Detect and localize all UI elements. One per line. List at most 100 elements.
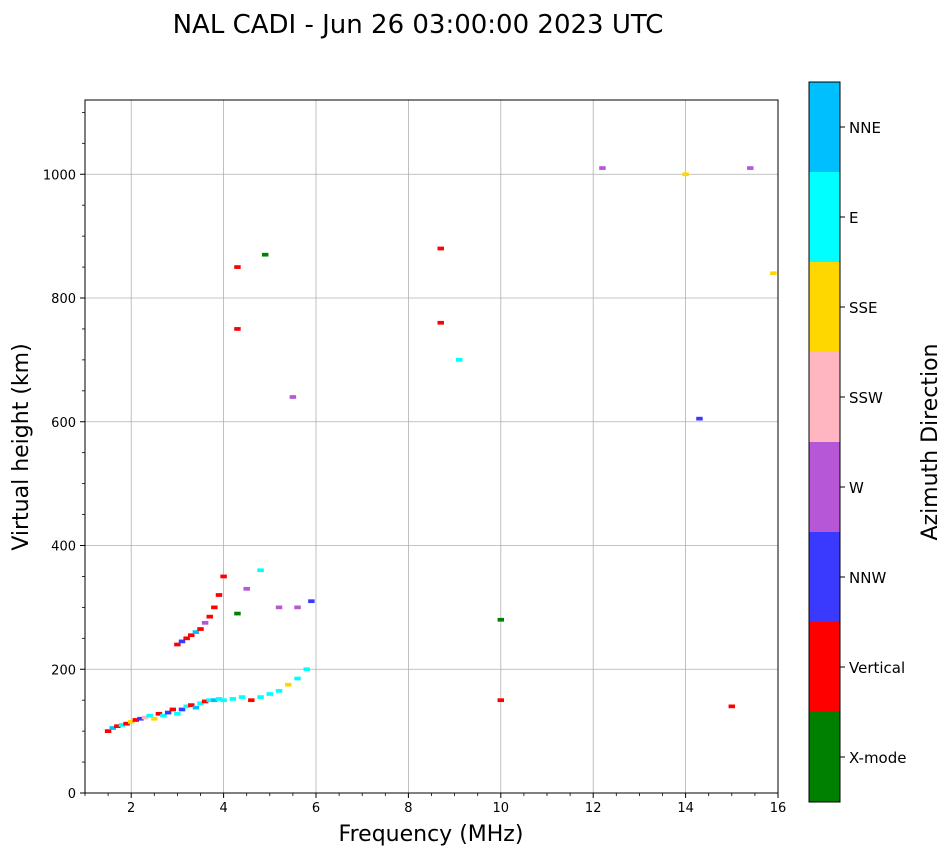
echo-point (770, 271, 777, 276)
echo-point (169, 707, 177, 712)
y-tick-label: 400 (51, 540, 76, 555)
y-tick-label: 200 (51, 663, 76, 678)
echo-point (137, 716, 144, 721)
echo-layer (104, 166, 777, 733)
echo-point (497, 617, 505, 622)
echo-point (188, 633, 195, 638)
echo-point (437, 320, 444, 325)
x-tick-label: 14 (677, 801, 694, 816)
colorbar-label: NNE (849, 119, 881, 137)
colorbar-label: SSW (849, 389, 883, 407)
echo-point (257, 695, 264, 699)
echo-point (257, 568, 264, 573)
echo-point (174, 711, 181, 716)
echo-point (188, 703, 195, 707)
plot-area: 2 4 6 8 10 12 14 16 0 200 400 600 800 1000 (43, 99, 787, 816)
echo-point (160, 713, 167, 718)
x-tick-label: 12 (585, 801, 602, 816)
echo-point (174, 642, 181, 647)
echo-point (215, 593, 223, 597)
echo-point (682, 172, 689, 177)
colorbar-segment-sse (809, 262, 840, 352)
echo-point (275, 689, 283, 693)
echo-point (183, 636, 190, 641)
colorbar-label: Vertical (849, 659, 905, 677)
echo-point (123, 721, 130, 726)
echo-point (201, 699, 209, 704)
echo-point (178, 639, 186, 644)
colorbar-segment-vertical (809, 622, 840, 712)
echo-point (127, 719, 135, 724)
echo-point (285, 682, 292, 687)
echo-point (109, 726, 116, 730)
echo-point (696, 416, 703, 421)
echo-point (192, 630, 200, 634)
echo-point (294, 676, 301, 681)
colorbar-segment-nne (809, 82, 840, 172)
echo-point (183, 704, 190, 709)
echo-point (728, 704, 736, 709)
echo-point (141, 715, 149, 720)
echo-point (289, 395, 297, 399)
colorbar-segment-e (809, 172, 840, 262)
plot-background (85, 100, 778, 793)
echo-point (294, 605, 301, 610)
colorbar-segment-ssw (809, 352, 840, 442)
echo-point (437, 246, 444, 251)
echo-point (599, 166, 606, 170)
colorbar-frame (808, 81, 841, 803)
colorbar-label: X-mode (849, 749, 906, 767)
colorbar-label: NNW (849, 569, 886, 587)
echo-point (164, 710, 172, 715)
echo-point (211, 605, 218, 610)
colorbar-label: SSE (849, 299, 878, 317)
colorbar-segment-w (809, 442, 840, 532)
colorbar: X-mode Vertical NNW W SSW SSE E NNE (808, 81, 906, 803)
echo-point (243, 586, 250, 591)
echo-point (455, 358, 463, 362)
gridlines (85, 100, 779, 794)
y-tick-label: 0 (68, 787, 76, 802)
x-tick-label: 6 (312, 801, 320, 816)
echo-point (146, 713, 153, 718)
y-axis-label: Virtual height (km) (9, 343, 34, 550)
echo-point (211, 698, 218, 703)
echo-point (275, 605, 283, 610)
echo-point (234, 265, 241, 269)
echo-point (497, 698, 505, 703)
echo-point (234, 611, 241, 616)
echo-point (206, 614, 213, 619)
echo-point (229, 697, 237, 701)
x-axis-ticks: 2 4 6 8 10 12 14 16 (84, 793, 787, 816)
echo-point (266, 692, 274, 696)
echo-point (197, 627, 204, 631)
chart-title: NAL CADI - Jun 26 03:00:00 2023 UTC (173, 10, 664, 40)
x-tick-label: 2 (127, 801, 135, 816)
echo-point (118, 723, 126, 727)
colorbar-title: Azimuth Direction (918, 343, 943, 540)
echo-point (192, 705, 200, 710)
colorbar-label: W (849, 479, 864, 497)
echo-point (220, 574, 227, 579)
echo-point (155, 711, 163, 716)
echo-point (197, 701, 204, 706)
x-tick-label: 4 (219, 801, 227, 816)
echo-point (206, 698, 213, 703)
echo-point (303, 667, 310, 672)
colorbar-segment-x-mode (809, 712, 840, 802)
colorbar-label: E (849, 209, 858, 227)
colorbar-segment-nnw (809, 532, 840, 622)
x-tick-label: 8 (404, 801, 412, 816)
echo-point (234, 327, 241, 331)
echo-point (248, 698, 255, 703)
echo-point (201, 620, 209, 625)
x-axis-label: Frequency (MHz) (339, 822, 524, 847)
x-tick-label: 16 (770, 801, 787, 816)
echo-point (238, 695, 246, 699)
echo-point (178, 707, 186, 712)
echo-point (747, 166, 754, 170)
echo-point (215, 697, 223, 701)
x-tick-label: 10 (493, 801, 510, 816)
echo-point (104, 729, 112, 733)
